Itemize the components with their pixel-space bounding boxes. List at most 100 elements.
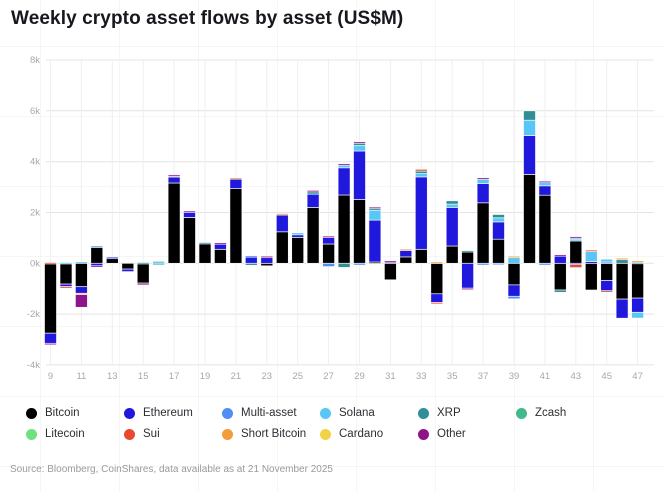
bar-week-13-ethereum[interactable]: [105, 256, 119, 260]
bar-week-15-xrp[interactable]: [136, 262, 150, 265]
bar-week-41-multi_asset[interactable]: [538, 262, 552, 266]
bar-week-25-bitcoin[interactable]: [291, 237, 305, 264]
bar-week-16-xrp[interactable]: [152, 262, 165, 266]
bar-week-27-bitcoin[interactable]: [322, 243, 335, 264]
bar-week-38-ethereum[interactable]: [492, 221, 505, 240]
bar-week-46-bitcoin[interactable]: [615, 262, 629, 300]
bar-week-39-short_bitcoin[interactable]: [507, 255, 521, 259]
bar-week-29-other[interactable]: [353, 141, 366, 144]
bar-week-22-xrp[interactable]: [244, 262, 258, 266]
bar-week-15-other[interactable]: [136, 282, 150, 286]
bar-week-28-xrp[interactable]: [337, 262, 351, 268]
bar-week-39-bitcoin[interactable]: [507, 262, 521, 286]
bar-week-14-bitcoin[interactable]: [121, 262, 135, 270]
bar-week-29-multi_asset[interactable]: [353, 262, 366, 266]
bar-week-11-solana[interactable]: [75, 261, 88, 264]
bar-week-24-bitcoin[interactable]: [275, 231, 289, 264]
bar-week-9-sui[interactable]: [44, 262, 57, 265]
bar-week-34-ethereum[interactable]: [430, 293, 444, 303]
bar-week-10-solana[interactable]: [59, 262, 73, 265]
bar-week-34-sui[interactable]: [430, 302, 444, 305]
bar-week-23-other[interactable]: [260, 255, 274, 259]
bar-week-12-bitcoin[interactable]: [90, 246, 104, 264]
legend-item-bitcoin[interactable]: Bitcoin: [26, 407, 124, 419]
bar-week-22-ethereum[interactable]: [244, 256, 258, 264]
bar-week-40-xrp[interactable]: [523, 110, 536, 121]
bar-week-43-sui[interactable]: [569, 264, 583, 268]
bar-week-11-bitcoin[interactable]: [75, 262, 88, 288]
bar-week-27-multi_asset[interactable]: [322, 262, 335, 267]
legend-item-xrp[interactable]: XRP: [418, 407, 516, 419]
bar-week-21-ethereum[interactable]: [229, 178, 243, 189]
bar-week-42-other[interactable]: [553, 254, 567, 257]
bar-week-39-solana[interactable]: [507, 256, 521, 264]
bar-week-41-other[interactable]: [538, 180, 552, 184]
bar-week-10-ethereum[interactable]: [59, 283, 73, 287]
bar-week-41-bitcoin[interactable]: [538, 194, 552, 264]
bar-week-33-solana[interactable]: [414, 173, 428, 178]
bar-week-45-solana[interactable]: [600, 258, 614, 263]
bar-week-45-bitcoin[interactable]: [600, 262, 614, 281]
bar-week-33-xrp[interactable]: [414, 170, 428, 174]
bar-week-46-ethereum[interactable]: [615, 298, 629, 319]
bar-week-29-solana[interactable]: [353, 145, 366, 152]
bar-week-27-ethereum[interactable]: [322, 237, 335, 245]
bar-week-35-ethereum[interactable]: [445, 207, 459, 247]
bar-week-44-sui[interactable]: [584, 249, 598, 252]
bar-week-30-other[interactable]: [368, 206, 382, 209]
bar-week-15-bitcoin[interactable]: [136, 262, 150, 284]
bar-week-37-bitcoin[interactable]: [476, 202, 490, 264]
bar-week-41-ethereum[interactable]: [538, 185, 552, 196]
bar-week-27-other[interactable]: [322, 235, 335, 238]
bar-week-38-multi_asset[interactable]: [492, 262, 505, 266]
legend-item-litecoin[interactable]: Litecoin: [26, 428, 124, 440]
bar-week-32-bitcoin[interactable]: [399, 256, 413, 264]
bar-week-29-ethereum[interactable]: [353, 150, 366, 200]
legend-item-other[interactable]: Other: [418, 428, 516, 440]
bar-week-42-ethereum[interactable]: [553, 255, 567, 264]
bar-week-17-bitcoin[interactable]: [167, 182, 181, 264]
bar-week-36-ethereum[interactable]: [461, 262, 474, 289]
bar-week-40-solana[interactable]: [523, 119, 536, 136]
bar-week-47-bitcoin[interactable]: [631, 262, 644, 299]
bar-week-37-multi_asset[interactable]: [476, 262, 490, 266]
bar-week-30-ethereum[interactable]: [368, 219, 382, 263]
bar-week-20-bitcoin[interactable]: [214, 248, 227, 264]
bar-week-28-bitcoin[interactable]: [337, 194, 351, 264]
bar-week-36-other[interactable]: [461, 287, 474, 291]
bar-week-24-short_bitcoin[interactable]: [275, 213, 289, 216]
bar-week-30-solana[interactable]: [368, 209, 382, 221]
bar-week-34-short_bitcoin[interactable]: [430, 261, 444, 264]
bar-week-33-bitcoin[interactable]: [414, 248, 428, 264]
bar-week-42-bitcoin[interactable]: [553, 262, 567, 291]
bar-week-44-bitcoin[interactable]: [584, 262, 598, 291]
bar-week-9-other[interactable]: [44, 342, 57, 346]
bar-week-43-other[interactable]: [569, 236, 583, 239]
bar-week-35-solana[interactable]: [445, 203, 459, 208]
bar-week-26-bitcoin[interactable]: [306, 207, 320, 264]
bar-week-10-bitcoin[interactable]: [59, 262, 73, 285]
bar-week-22-multi_asset[interactable]: [244, 255, 258, 258]
bar-week-42-xrp[interactable]: [553, 289, 567, 293]
bar-week-38-bitcoin[interactable]: [492, 238, 505, 264]
bar-week-35-bitcoin[interactable]: [445, 245, 459, 264]
bar-week-9-ethereum[interactable]: [44, 332, 57, 344]
bar-week-28-ethereum[interactable]: [337, 167, 351, 196]
bar-week-9-bitcoin[interactable]: [44, 262, 57, 334]
bar-week-20-other[interactable]: [214, 242, 227, 245]
bar-week-12-ethereum[interactable]: [90, 262, 104, 267]
bar-week-20-ethereum[interactable]: [214, 243, 227, 250]
bar-week-45-sui[interactable]: [600, 290, 614, 293]
bar-week-31-other[interactable]: [384, 260, 397, 263]
bar-week-14-ethereum[interactable]: [121, 268, 135, 272]
bar-week-35-xrp[interactable]: [445, 200, 459, 205]
bar-week-45-ethereum[interactable]: [600, 280, 614, 292]
bar-week-44-solana[interactable]: [584, 251, 598, 262]
bar-week-36-bitcoin[interactable]: [461, 251, 474, 264]
bar-week-40-ethereum[interactable]: [523, 135, 536, 175]
bar-week-26-other[interactable]: [306, 190, 320, 193]
bar-week-17-other[interactable]: [167, 174, 181, 177]
bar-week-33-ethereum[interactable]: [414, 176, 428, 250]
legend-item-multi_asset[interactable]: Multi-asset: [222, 407, 320, 419]
bar-week-37-other[interactable]: [476, 177, 490, 180]
